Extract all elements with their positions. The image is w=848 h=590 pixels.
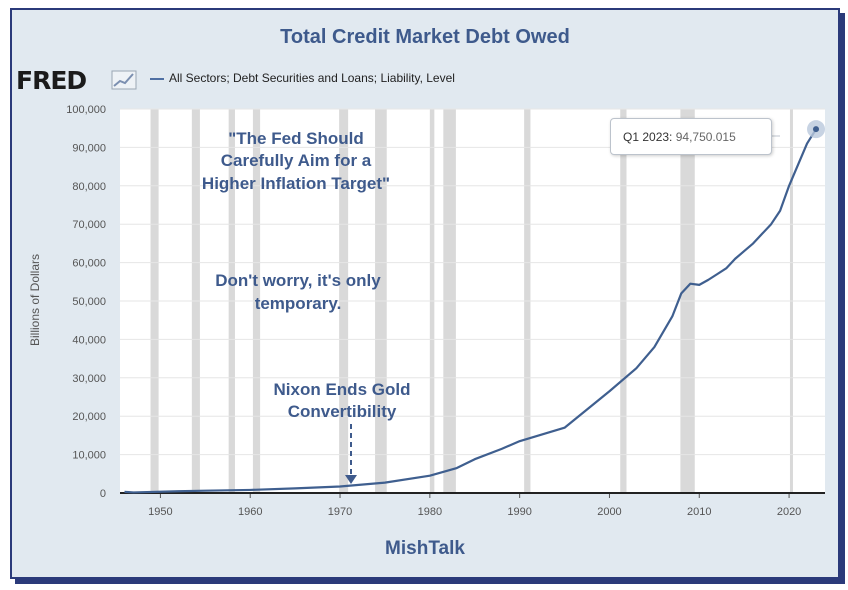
x-tick-label: 2000 xyxy=(597,506,621,518)
annotation-fed-line2: Carefully Aim for a xyxy=(221,151,372,170)
tooltip: Q1 2023: 94,750.015 xyxy=(610,118,772,155)
y-axis-label: Billions of Dollars xyxy=(28,254,42,346)
series-line xyxy=(124,128,817,494)
fred-chart-icon xyxy=(111,70,137,90)
y-tick-label: 40,000 xyxy=(72,334,106,346)
chart-frame: Total Credit Market Debt Owed FRED All S… xyxy=(10,8,840,579)
x-tick-label: 1990 xyxy=(507,506,531,518)
last-point-marker xyxy=(813,126,820,133)
y-tick-label: 0 xyxy=(100,488,106,500)
fred-logo: FRED xyxy=(16,66,87,95)
legend-swatch xyxy=(150,78,164,80)
y-tick-label: 10,000 xyxy=(72,450,106,462)
annotation-worry-line1: Don't worry, it's only xyxy=(215,271,381,290)
x-tick-label: 1970 xyxy=(328,506,352,518)
legend-label: All Sectors; Debt Securities and Loans; … xyxy=(169,71,455,85)
annotation-nixon-line2: Convertibility xyxy=(288,402,397,421)
x-tick-label: 2020 xyxy=(777,506,801,518)
annotation-worry-line2: temporary. xyxy=(255,294,342,313)
tooltip-value: 94,750.015 xyxy=(675,130,736,144)
footer-brand: MishTalk xyxy=(385,538,465,559)
y-tick-label: 30,000 xyxy=(72,373,106,385)
x-tick-label: 2010 xyxy=(687,506,711,518)
y-tick-label: 20,000 xyxy=(72,411,106,423)
chart-title: Total Credit Market Debt Owed xyxy=(280,26,570,48)
y-tick-label: 90,000 xyxy=(72,142,106,154)
x-tick-label: 1980 xyxy=(418,506,442,518)
tooltip-label: Q1 2023: xyxy=(623,130,673,144)
annotation-nixon-line1: Nixon Ends Gold xyxy=(274,380,411,399)
y-tick-label: 50,000 xyxy=(72,296,106,308)
x-tick-label: 1950 xyxy=(148,506,172,518)
x-axis-ticks: 1950 1960 1970 1980 1990 2000 2010 2020 xyxy=(148,493,801,518)
annotation-fed-line3: Higher Inflation Target" xyxy=(202,174,390,193)
y-tick-label: 100,000 xyxy=(66,104,106,116)
line-chart: 0 10,000 20,000 30,000 40,000 50,000 60,000 70,… xyxy=(28,104,826,518)
gridlines xyxy=(120,108,825,456)
series xyxy=(124,120,826,494)
x-tick-label: 1960 xyxy=(238,506,262,518)
y-tick-label: 70,000 xyxy=(72,219,106,231)
y-tick-label: 80,000 xyxy=(72,181,106,193)
annotation-fed-line1: "The Fed Should xyxy=(228,129,364,148)
nixon-arrow-head xyxy=(345,475,357,484)
y-tick-label: 60,000 xyxy=(72,258,106,270)
y-axis-ticks: 0 10,000 20,000 30,000 40,000 50,000 60,000 70,… xyxy=(66,104,106,500)
